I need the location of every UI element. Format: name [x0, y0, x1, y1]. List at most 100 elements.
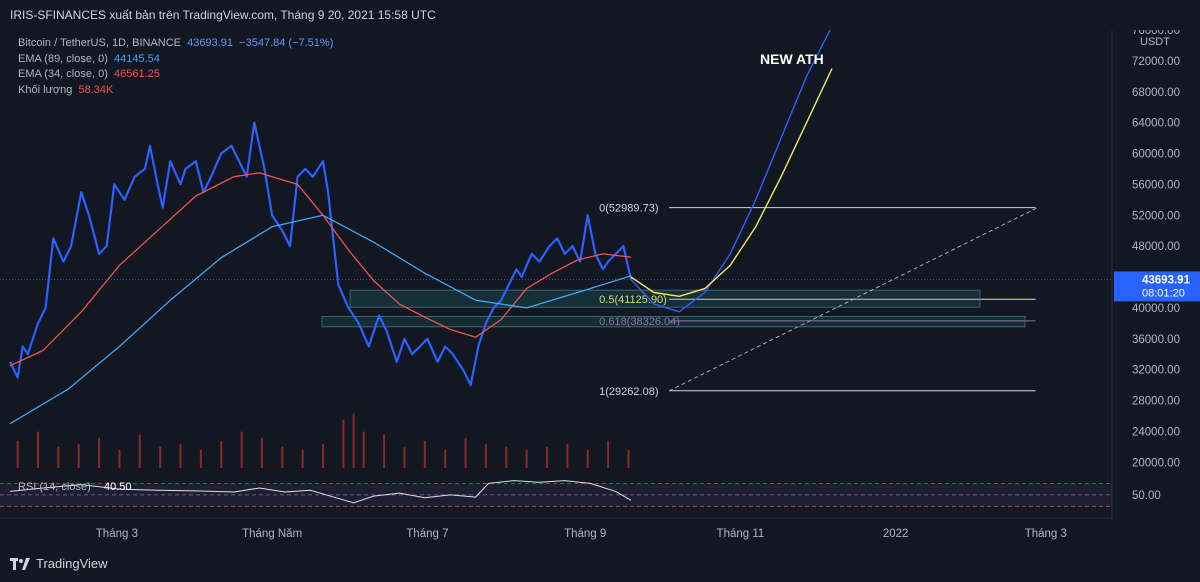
yellow-projection	[630, 68, 833, 297]
price-value: 43693.91	[187, 37, 234, 49]
volume-bar	[98, 437, 101, 468]
price-chart[interactable]: 20000.00 24000.00 28000.00 32000.00 36000.00…	[0, 0, 1200, 548]
ema89-label: EMA (89, close, 0)	[18, 52, 108, 65]
ema34-line	[9, 172, 632, 367]
volume-bar	[57, 446, 60, 468]
volume-bar	[403, 446, 406, 468]
tradingview-logo-icon	[10, 557, 30, 570]
tradingview-brand[interactable]: TradingView	[10, 556, 108, 571]
rsi-value: 40.50	[104, 481, 132, 493]
symbol-label: Bitcoin / TetherUS, 1D, BINANCE	[18, 37, 182, 49]
volume-bars	[16, 413, 630, 468]
volume-bar	[525, 449, 528, 468]
x-tick-label: Tháng 3	[1025, 528, 1067, 540]
x-tick-label: Tháng 11	[717, 528, 765, 540]
volume-bar	[566, 443, 569, 468]
y-tick-label: 40000.00	[1132, 303, 1180, 315]
rsi-pane: RSI (14, close) 40.50 50.00	[0, 480, 1161, 507]
fib-level-label: 0(52989.73)	[599, 203, 658, 215]
legend-symbol-row[interactable]: Bitcoin / TetherUS, 1D, BINANCE 43693.91…	[18, 36, 333, 52]
fibonacci-retracement[interactable]: 0(52989.73) 0.5(41125.90) 0.618(38326.04) 1…	[321, 203, 1038, 398]
volume-bar	[138, 434, 141, 468]
y-tick-label: 20000.00	[1132, 457, 1180, 469]
volume-bar	[281, 446, 284, 468]
fib-trend-line	[668, 207, 1038, 392]
x-tick-label: Tháng 7	[406, 528, 448, 540]
volume-bar	[362, 431, 365, 468]
volume-bar	[36, 431, 39, 468]
volume-bar	[505, 446, 508, 468]
ema34-label: EMA (34, close, 0)	[18, 68, 108, 80]
chart-legend: Bitcoin / TetherUS, 1D, BINANCE 43693.91…	[18, 36, 333, 98]
price-line	[9, 121, 633, 387]
blue-projection	[630, 25, 833, 313]
current-price-label: 43693.91	[1142, 274, 1191, 286]
publish-text: IRIS-SFINANCES xuất bản trên TradingView…	[10, 8, 436, 22]
legend-ema34-row[interactable]: EMA (34, close, 0) 46561.25	[18, 67, 333, 83]
y-tick-label: 24000.00	[1132, 426, 1180, 438]
volume-bar	[16, 440, 19, 468]
y-tick-label: 56000.00	[1132, 179, 1180, 191]
rsi-line	[9, 480, 632, 504]
ema34-value: 46561.25	[114, 68, 160, 80]
volume-bar	[159, 446, 162, 468]
rsi-axis-label: 50.00	[1132, 490, 1161, 502]
current-price-badge	[1114, 271, 1200, 302]
y-axis: 20000.00 24000.00 28000.00 32000.00 36000.00…	[0, 25, 1200, 520]
volume-bar	[484, 443, 487, 468]
fib-level-label: 0.5(41125.90)	[599, 294, 667, 306]
volume-bar	[383, 434, 386, 468]
price-series	[9, 25, 833, 425]
volume-value: 58.34K	[78, 83, 114, 96]
rsi-label: RSI (14, close)	[18, 481, 91, 493]
volume-bar	[352, 413, 355, 468]
y-tick-label: 48000.00	[1132, 241, 1180, 253]
publish-header: IRIS-SFINANCES xuất bản trên TradingView…	[0, 0, 1200, 30]
annotations: NEW ATH	[760, 51, 824, 67]
volume-bar	[423, 440, 426, 468]
y-tick-label: 36000.00	[1132, 334, 1180, 346]
legend-ema89-row[interactable]: EMA (89, close, 0) 44145.54	[18, 52, 333, 68]
legend-volume-row[interactable]: Khối lượng 58.34K	[18, 83, 333, 99]
volume-bar	[301, 449, 304, 468]
y-tick-label: 52000.00	[1132, 210, 1180, 222]
volume-bar	[627, 449, 630, 468]
y-tick-label: 68000.00	[1132, 87, 1180, 99]
y-tick-label: 60000.00	[1132, 149, 1180, 161]
x-axis: Tháng 3 Tháng Năm Tháng 7 Tháng 9 Tháng 11 20…	[0, 517, 1112, 540]
volume-bar	[77, 443, 80, 468]
fib-level-label: 1(29262.08)	[599, 386, 658, 398]
y-tick-label: 64000.00	[1132, 118, 1180, 130]
volume-bar	[342, 419, 345, 468]
ema89-value: 44145.54	[114, 52, 160, 65]
footer-bar	[0, 548, 1200, 582]
y-tick-label: 28000.00	[1132, 396, 1180, 408]
volume-label: Khối lượng	[18, 83, 73, 96]
volume-bar	[240, 431, 243, 468]
volume-bar	[444, 449, 447, 468]
y-axis-unit: USDT	[1140, 36, 1170, 48]
countdown-label: 08:01:20	[1142, 287, 1185, 299]
support-zone-lower	[321, 315, 1026, 328]
volume-bar	[546, 446, 549, 468]
x-tick-label: Tháng 9	[564, 528, 606, 540]
volume-bar	[199, 449, 202, 468]
y-tick-label: 72000.00	[1132, 56, 1180, 68]
ema89-line	[9, 214, 632, 425]
volume-bar	[322, 443, 325, 468]
price-change: −3547.84 (−7.51%)	[239, 37, 334, 49]
volume-bar	[220, 440, 223, 468]
volume-bar	[179, 443, 182, 468]
brand-text: TradingView	[36, 556, 108, 571]
volume-bar	[586, 449, 589, 468]
volume-bar	[607, 440, 610, 468]
volume-bar	[260, 437, 263, 468]
y-tick-label: 32000.00	[1132, 365, 1180, 377]
volume-bar	[118, 449, 121, 468]
x-tick-label: Tháng Năm	[242, 528, 302, 540]
new-ath-annotation: NEW ATH	[760, 51, 824, 67]
x-tick-label: Tháng 3	[96, 528, 138, 540]
fib-level-label: 0.618(38326.04)	[599, 316, 680, 328]
support-zone-upper	[349, 289, 981, 308]
x-tick-label: 2022	[883, 528, 909, 540]
